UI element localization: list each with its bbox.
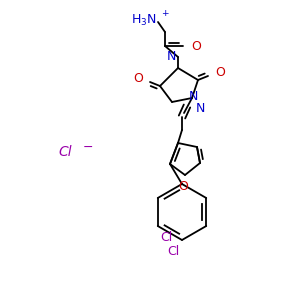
Text: O: O xyxy=(133,73,143,85)
Text: N: N xyxy=(167,50,176,63)
Text: N: N xyxy=(196,102,206,115)
Text: O: O xyxy=(215,67,225,80)
Text: O: O xyxy=(178,180,188,193)
Text: Cl: Cl xyxy=(58,145,72,159)
Text: Cl: Cl xyxy=(160,231,172,244)
Text: H$_3$N: H$_3$N xyxy=(131,12,157,28)
Text: Cl: Cl xyxy=(167,245,179,258)
Text: N: N xyxy=(189,90,198,103)
Text: +: + xyxy=(161,8,169,17)
Text: −: − xyxy=(83,140,94,154)
Text: O: O xyxy=(191,40,201,52)
